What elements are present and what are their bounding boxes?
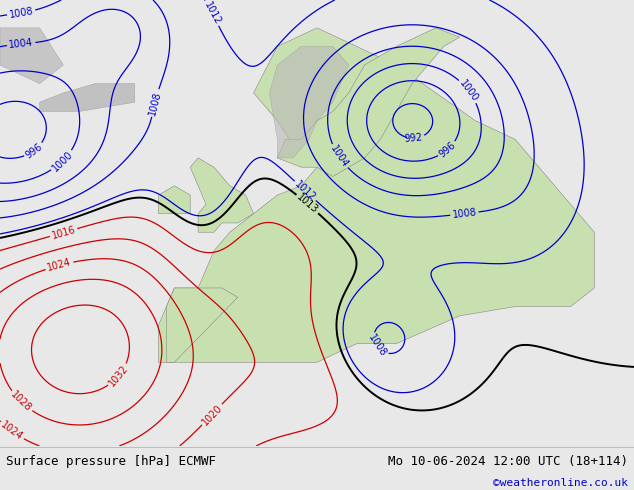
Text: 1024: 1024 (46, 257, 72, 273)
Text: 1024: 1024 (0, 419, 25, 442)
Text: 1032: 1032 (107, 363, 131, 388)
Polygon shape (158, 186, 190, 214)
Polygon shape (166, 288, 238, 362)
Text: 1016: 1016 (51, 224, 77, 241)
Text: 1008: 1008 (8, 6, 34, 20)
Text: 1000: 1000 (457, 78, 480, 104)
Text: 1008: 1008 (451, 207, 477, 220)
Polygon shape (190, 158, 254, 232)
Text: 992: 992 (404, 132, 423, 144)
Text: 1020: 1020 (200, 402, 224, 427)
Text: Surface pressure [hPa] ECMWF: Surface pressure [hPa] ECMWF (6, 455, 216, 468)
Text: 996: 996 (23, 141, 44, 160)
Text: 996: 996 (437, 140, 458, 159)
Text: 1004: 1004 (328, 144, 350, 170)
Polygon shape (158, 28, 595, 362)
Polygon shape (269, 47, 349, 158)
Text: 1012: 1012 (202, 0, 223, 26)
Polygon shape (39, 84, 134, 112)
Text: 1008: 1008 (147, 90, 163, 116)
Text: ©weatheronline.co.uk: ©weatheronline.co.uk (493, 478, 628, 489)
Text: 1028: 1028 (9, 390, 34, 414)
Text: Mo 10-06-2024 12:00 UTC (18+114): Mo 10-06-2024 12:00 UTC (18+114) (387, 455, 628, 468)
Text: 1004: 1004 (8, 38, 34, 50)
Polygon shape (0, 28, 63, 84)
Text: 1000: 1000 (50, 149, 75, 173)
Polygon shape (278, 28, 460, 176)
Text: 1008: 1008 (366, 333, 388, 359)
Text: 1012: 1012 (293, 179, 318, 203)
Text: 1013: 1013 (295, 192, 320, 216)
